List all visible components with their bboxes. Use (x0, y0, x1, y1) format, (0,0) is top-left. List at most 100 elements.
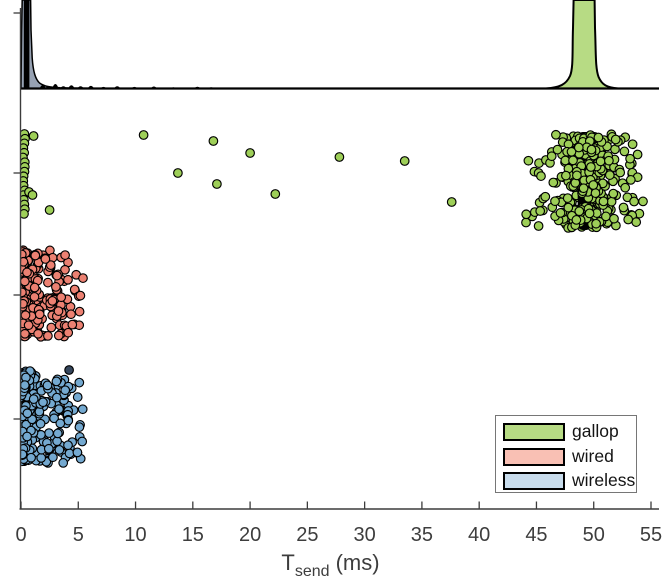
wireless-dot (55, 418, 66, 429)
gallop-dot (573, 142, 584, 153)
gallop-dot (610, 134, 621, 145)
wired-dot (45, 260, 56, 270)
gallop-dot (584, 208, 595, 219)
gallop-dot (552, 144, 563, 155)
wired-dot (74, 306, 85, 317)
wireless-dot (42, 380, 53, 391)
gallop-outlier-dot (27, 190, 38, 200)
wired-dot (21, 328, 30, 339)
density-spike-core (23, 0, 30, 88)
wireless-dot (51, 376, 62, 387)
wireless-dot (63, 440, 73, 451)
gallop-dot (571, 215, 582, 225)
wireless-dot (35, 418, 46, 429)
wired-dot (56, 292, 67, 303)
gallop-dot (551, 129, 561, 140)
gallop-outlier-dot (212, 179, 222, 189)
density-curve-gallop (545, 0, 619, 90)
wired-dot (43, 277, 53, 288)
wireless-dot (38, 397, 48, 408)
x-tick-label: 0 (15, 524, 27, 546)
gallop-dot (625, 175, 636, 185)
gallop-dot (604, 155, 614, 166)
x-tick-label: 45 (525, 524, 548, 546)
wired-dot (40, 254, 51, 264)
wired-dot (23, 320, 34, 331)
gallop-dot (586, 162, 596, 172)
x-tick-label: 25 (296, 524, 319, 546)
gallop-dot (546, 151, 557, 162)
gallop-dot (21, 209, 29, 219)
x-tick-label: 20 (238, 524, 262, 546)
wired-dot (21, 276, 30, 287)
legend-swatch-wireless (503, 471, 565, 490)
wired-dot (29, 292, 40, 302)
gallop-dot (629, 196, 639, 207)
gallop-dot (601, 211, 611, 222)
gallop-dot (523, 155, 534, 166)
wireless-dot (74, 377, 85, 388)
wired-dot (43, 331, 53, 341)
wired-dot (60, 250, 70, 260)
x-axis-label-unit: (ms) (335, 550, 380, 575)
gallop-dot (609, 213, 619, 224)
wired-dot (63, 327, 74, 338)
wireless-dot (21, 380, 30, 390)
x-axis-label-symbol: T (281, 550, 295, 575)
wired-dot (34, 309, 45, 320)
legend-label: wireless (572, 470, 636, 491)
gallop-dot (578, 183, 589, 194)
gallop-outlier-dot (28, 131, 39, 141)
density-tail-bump (52, 84, 59, 89)
wireless-dot (28, 394, 39, 404)
gallop-dot (563, 202, 574, 213)
wired-dot (78, 273, 88, 283)
gallop-dot (572, 170, 582, 181)
gallop-dot (586, 144, 597, 155)
wireless-dot (48, 452, 58, 463)
gallop-dot (540, 191, 551, 202)
gallop-outlier-dot (173, 168, 183, 178)
gallop-dot (562, 193, 573, 203)
wireless-dot (51, 392, 62, 403)
gallop-dot (619, 146, 630, 157)
gallop-dot (535, 206, 546, 216)
gallop-dot (533, 221, 544, 231)
legend-swatch-gallop (503, 423, 565, 442)
gallop-dot (604, 170, 615, 180)
wired-dot (21, 298, 28, 309)
wired-dot (53, 330, 64, 341)
wired-dot (30, 250, 41, 261)
gallop-dot (591, 218, 601, 229)
x-tick-label: 55 (639, 524, 663, 546)
wireless-dot (21, 449, 28, 460)
wired-dot (66, 309, 76, 320)
wired-dot (21, 310, 31, 321)
gallop-dot (618, 202, 629, 213)
wireless-dot (54, 404, 64, 414)
wireless-dot (36, 453, 47, 463)
gallop-dot (593, 132, 604, 143)
gallop-outlier-dot (245, 148, 255, 158)
x-tick-label: 35 (410, 524, 434, 546)
wireless-dot (54, 445, 65, 455)
gallop-dot (574, 206, 585, 217)
wireless-dot (49, 413, 59, 424)
gallop-dot (625, 153, 635, 164)
wireless-dot (77, 404, 88, 415)
wireless-dot (77, 436, 88, 447)
wired-dot (29, 282, 40, 293)
wired-dot (52, 270, 62, 281)
legend: gallop wired wireless (495, 415, 637, 493)
gallop-dot (627, 139, 638, 150)
gallop-dot (561, 170, 571, 181)
wireless-dot (74, 422, 85, 432)
gallop-outlier-dot (446, 197, 457, 207)
gallop-dot (623, 214, 634, 225)
dot-strips (21, 129, 648, 468)
x-tick-label: 50 (582, 524, 605, 546)
wired-dot (47, 296, 58, 306)
wired-dot (33, 328, 43, 339)
